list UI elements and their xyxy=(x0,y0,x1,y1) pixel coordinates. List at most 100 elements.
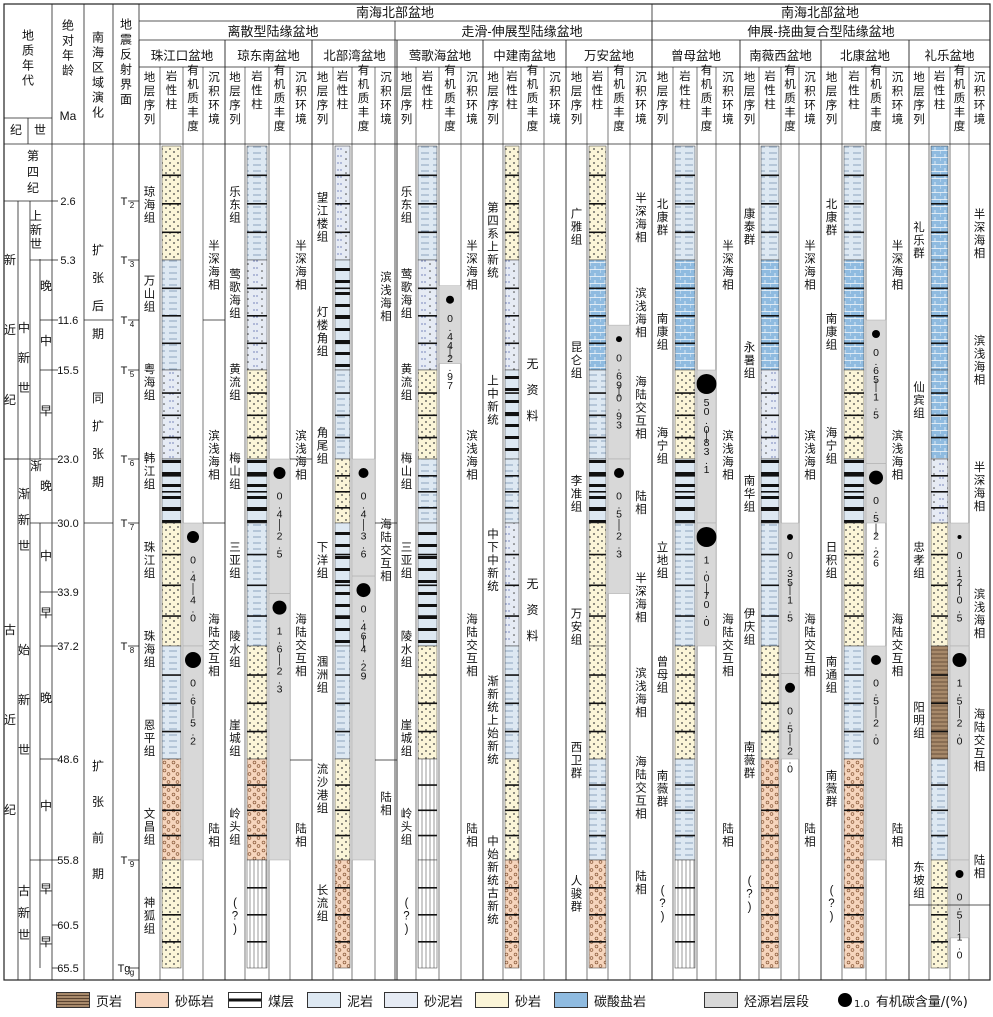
toc-column-header: 质 xyxy=(701,92,713,105)
absolute-age-header: 对 xyxy=(62,34,74,48)
source-rock-interval xyxy=(949,859,970,939)
coal-seam xyxy=(589,834,606,837)
formation-label: 楼 xyxy=(317,318,329,332)
coal-seam xyxy=(589,887,606,889)
source-rock-interval xyxy=(268,593,291,861)
evolution-stage-post: 扩 xyxy=(92,243,104,257)
formation-label: 宁 xyxy=(657,439,669,453)
strat-column-header: 序 xyxy=(657,98,669,112)
environment-label: 滨 xyxy=(295,429,307,443)
toc-min: 0 xyxy=(361,491,367,503)
seismic-header: 界 xyxy=(120,78,132,92)
formation-label: 统 xyxy=(487,874,499,887)
environment-label: 深 xyxy=(466,252,478,266)
toc-column-header: 质 xyxy=(784,92,796,105)
epoch-eocene: 世 xyxy=(18,743,30,757)
formation-label: 组 xyxy=(913,406,925,420)
environment-label: 半 xyxy=(804,239,816,253)
basin-name: 珠江口盆地 xyxy=(151,49,214,63)
toc-min: 0 xyxy=(787,705,793,717)
legend-dot-value: 1.0 xyxy=(854,998,870,1010)
strat-column-header: 列 xyxy=(571,112,583,126)
environment-label: 相 xyxy=(722,279,734,292)
coal-seam xyxy=(335,887,350,889)
formation-label: ? xyxy=(659,898,665,910)
lith-column-header: 性 xyxy=(934,83,946,97)
geologic-age-header: 代 xyxy=(22,74,34,88)
coal-seam xyxy=(418,914,437,916)
coal-seam xyxy=(505,174,519,177)
environment-label: 滨 xyxy=(208,429,220,443)
coal-seam xyxy=(931,436,948,439)
lith-column-header: 性 xyxy=(764,83,776,97)
formation-label: ) xyxy=(661,911,665,923)
formation-label: 组 xyxy=(657,452,669,466)
coal-seam xyxy=(589,507,606,509)
formation-label: 三 xyxy=(229,542,241,554)
environment-label: 陆 xyxy=(635,869,647,883)
environment-label: 海 xyxy=(892,455,904,469)
coal-seam xyxy=(247,475,267,477)
coal-seam xyxy=(589,941,606,943)
toc-min: 6 xyxy=(616,370,622,382)
environment-label: 陆 xyxy=(635,768,647,782)
toc-max: 2 xyxy=(361,661,367,673)
toc-min: . xyxy=(705,564,708,576)
evolution-header: 海 xyxy=(92,45,104,60)
toc-column-header: 有 xyxy=(358,63,370,77)
env-column-header: 积 xyxy=(380,85,392,98)
environment-label: 互 xyxy=(380,558,392,570)
strat-column-header: 列 xyxy=(657,112,669,126)
toc-column-header: 丰 xyxy=(954,106,966,119)
environment-label: 滨 xyxy=(804,429,816,443)
toc-max: . xyxy=(192,727,195,739)
coal-seam xyxy=(505,834,519,837)
formation-label: 康 xyxy=(744,207,756,221)
coal-seam xyxy=(931,702,948,705)
coal-seam xyxy=(162,914,181,916)
toc-max: 0 xyxy=(873,736,879,748)
conglomerate-swatch xyxy=(135,992,169,1008)
coal-seam xyxy=(505,436,519,439)
epoch-pliocene: 世 xyxy=(30,237,42,251)
strat-column-header: 地 xyxy=(317,71,329,84)
lith-column-header: 柱 xyxy=(251,97,263,111)
formation-label: 陵 xyxy=(401,630,413,643)
formation-label: 忠 xyxy=(913,541,925,554)
strat-column-header: 列 xyxy=(144,112,156,126)
coal-seam xyxy=(931,231,948,234)
coal-seam xyxy=(589,174,606,177)
environment-label: 相 xyxy=(804,665,816,678)
absolute-age-header: 龄 xyxy=(62,64,74,78)
toc-column-header: 质 xyxy=(954,92,966,105)
toc-max: . xyxy=(192,604,195,616)
toc-column-header: 丰 xyxy=(701,106,713,119)
formation-label: 黄 xyxy=(401,362,413,376)
environment-label: 海 xyxy=(892,265,904,279)
seismic-header: 地 xyxy=(120,18,132,32)
formation-label: 海 xyxy=(657,426,669,440)
formation-label: 组 xyxy=(913,566,925,580)
coal-seam xyxy=(247,342,267,345)
strat-column-header: 地 xyxy=(826,71,838,84)
formation-label: 李 xyxy=(571,473,583,487)
formation-label: ) xyxy=(830,911,834,923)
toc-min: . xyxy=(789,714,792,726)
environment-label: 海 xyxy=(974,613,986,627)
coal-seam xyxy=(418,553,437,556)
formation-label: 海 xyxy=(229,293,241,307)
coal-seam xyxy=(418,475,437,477)
environment-label: 相 xyxy=(208,665,220,678)
formation-label: 组 xyxy=(317,230,329,244)
toc-max: 3 xyxy=(616,419,622,431)
env-column-header: 积 xyxy=(208,85,220,98)
formation-label: 组 xyxy=(826,452,838,466)
formation-label: 亚 xyxy=(401,555,413,567)
basin-name: 南薇西盆地 xyxy=(749,48,812,63)
formation-label: 始 xyxy=(487,847,499,861)
coal-seam xyxy=(931,914,948,916)
environment-label: 相 xyxy=(892,665,904,678)
toc-min: . xyxy=(449,322,452,334)
toc-max: 2 xyxy=(616,531,622,543)
